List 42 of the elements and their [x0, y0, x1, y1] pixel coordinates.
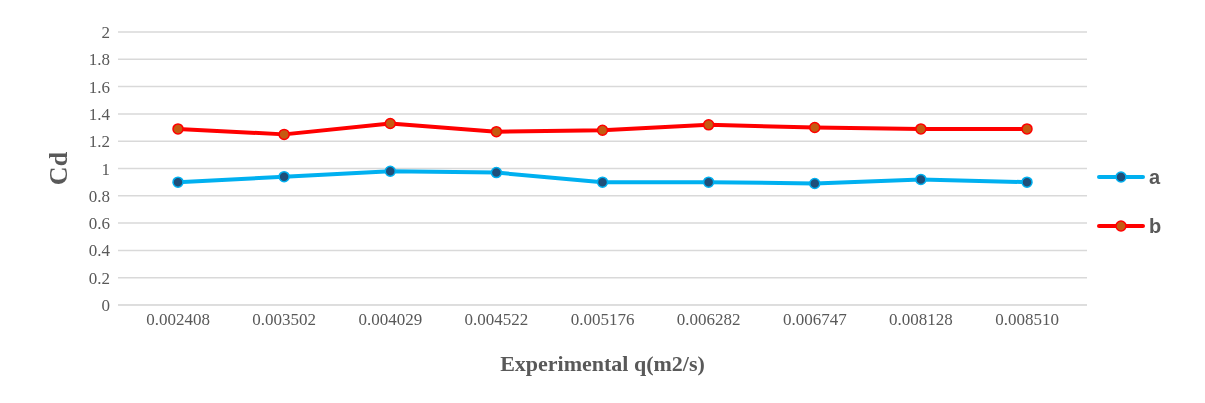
point	[702, 119, 715, 131]
x-axis-title: Experimental q(m2/s)	[500, 350, 705, 376]
y-tick-label: 1	[101, 159, 110, 179]
x-tick-label: 0.002408	[146, 310, 210, 330]
y-tick-label: 0.4	[88, 241, 111, 261]
x-tick-label: 0.004029	[358, 310, 423, 330]
legend-label: a	[1149, 165, 1161, 189]
y-tick-label: 0.6	[88, 214, 110, 234]
point	[172, 176, 184, 188]
point	[1021, 123, 1033, 135]
point	[490, 125, 503, 138]
y-tick-label: 1.2	[88, 132, 110, 152]
point	[809, 177, 821, 190]
y-tick-label: 1.6	[88, 77, 110, 97]
y-tick-label: 0.2	[88, 268, 110, 288]
point	[384, 165, 396, 177]
point	[490, 166, 503, 179]
x-tick-label: 0.005176	[570, 310, 635, 330]
x-tick-label: 0.006282	[676, 310, 741, 330]
point	[384, 117, 396, 130]
x-tick-label: 0.003502	[252, 310, 316, 330]
y-tick-label: 0	[101, 296, 110, 316]
legend-label: b	[1149, 214, 1162, 238]
point	[172, 123, 184, 135]
y-tick-label: 0.8	[88, 186, 110, 206]
point	[915, 173, 927, 186]
x-tick-label: 0.006747	[782, 310, 848, 330]
x-tick-label: 0.008128	[889, 310, 953, 330]
point	[278, 170, 290, 183]
y-axis-title: Cd	[44, 151, 74, 186]
point	[278, 128, 290, 141]
point	[809, 121, 821, 134]
point	[596, 176, 609, 188]
x-tick-label: 0.008510	[995, 310, 1059, 330]
x-tick-label: 0.004522	[464, 310, 529, 330]
point	[915, 123, 927, 135]
y-tick-label: 2	[101, 23, 110, 43]
y-tick-label: 1.8	[88, 50, 110, 70]
point	[596, 124, 609, 137]
point	[1021, 176, 1033, 188]
point	[702, 176, 715, 188]
y-tick-label: 1.4	[88, 104, 111, 124]
